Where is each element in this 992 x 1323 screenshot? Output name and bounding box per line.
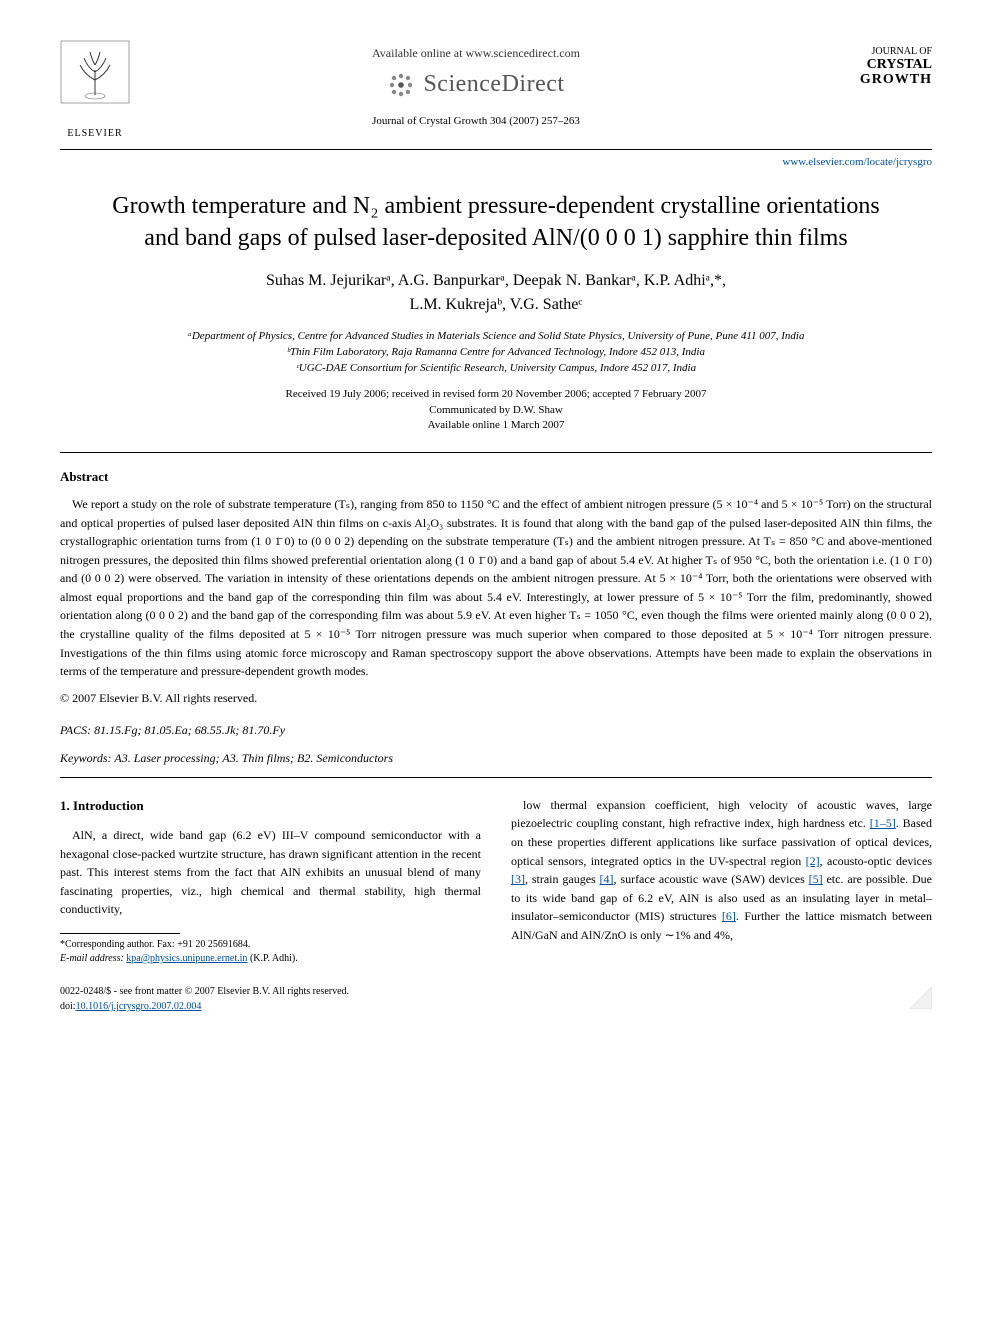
intro-col2-text: low thermal expansion coefficient, high … xyxy=(511,796,932,945)
brand-line-2: CRYSTAL xyxy=(822,57,932,72)
header-rule xyxy=(60,149,932,150)
body-columns: 1. Introduction AlN, a direct, wide band… xyxy=(60,796,932,966)
ref-5[interactable]: [5] xyxy=(809,872,823,886)
column-left: 1. Introduction AlN, a direct, wide band… xyxy=(60,796,481,966)
authors: Suhas M. Jejurikarᵃ, A.G. Banpurkarᵃ, De… xyxy=(60,269,932,317)
affiliations: ᵃDepartment of Physics, Centre for Advan… xyxy=(60,329,932,377)
keywords-line: Keywords: A3. Laser processing; A3. Thin… xyxy=(60,749,932,767)
date-available: Available online 1 March 2007 xyxy=(60,418,932,434)
article-dates: Received 19 July 2006; received in revis… xyxy=(60,387,932,435)
email-label: E-mail address: xyxy=(60,953,124,964)
pacs-line: PACS: 81.15.Fg; 81.05.Ea; 68.55.Jk; 81.7… xyxy=(60,721,932,739)
doi-label: doi: xyxy=(60,1001,76,1012)
brand-line-1: JOURNAL OF xyxy=(822,46,932,57)
keywords-value: A3. Laser processing; A3. Thin films; B2… xyxy=(114,751,393,765)
ref-1-5[interactable]: [1–5] xyxy=(870,816,896,830)
intro-col1-text: AlN, a direct, wide band gap (6.2 eV) II… xyxy=(60,826,481,919)
keywords-label: Keywords: xyxy=(60,751,112,765)
issn-line: 0022-0248/$ - see front matter © 2007 El… xyxy=(60,984,349,999)
sciencedirect-logo: ScienceDirect xyxy=(130,66,822,105)
elsevier-label: ELSEVIER xyxy=(60,126,130,141)
issn-copyright-block: 0022-0248/$ - see front matter © 2007 El… xyxy=(60,984,349,1014)
affil-c: ᶜUGC-DAE Consortium for Scientific Resea… xyxy=(60,361,932,377)
email-who: (K.P. Adhi). xyxy=(250,953,298,964)
footnote-separator xyxy=(60,933,180,934)
header-bar: ELSEVIER Available online at www.science… xyxy=(60,40,932,141)
abstract-bottom-rule xyxy=(60,777,932,778)
abstract-text: We report a study on the role of substra… xyxy=(60,495,932,681)
ref-2[interactable]: [2] xyxy=(806,854,820,868)
email-link[interactable]: kpa@physics.unipune.ernet.in xyxy=(126,953,247,964)
email-line: E-mail address: kpa@physics.unipune.erne… xyxy=(60,952,481,966)
sciencedirect-text: ScienceDirect xyxy=(423,71,564,97)
abstract-heading: Abstract xyxy=(60,467,932,487)
date-received: Received 19 July 2006; received in revis… xyxy=(60,387,932,403)
elsevier-tree-icon xyxy=(60,40,130,120)
ref-3[interactable]: [3] xyxy=(511,872,525,886)
corresponding-author: *Corresponding author. Fax: +91 20 25691… xyxy=(60,938,481,952)
journal-brand: JOURNAL OF CRYSTAL GROWTH xyxy=(822,40,932,88)
affil-b: ᵇThin Film Laboratory, Raja Ramanna Cent… xyxy=(60,345,932,361)
page-turn-icon xyxy=(910,987,932,1014)
abstract-top-rule xyxy=(60,452,932,453)
date-communicated: Communicated by D.W. Shaw xyxy=(60,403,932,419)
brand-line-3: GROWTH xyxy=(822,72,932,87)
journal-reference: Journal of Crystal Growth 304 (2007) 257… xyxy=(130,113,822,130)
elsevier-logo-block: ELSEVIER xyxy=(60,40,130,141)
pacs-value: 81.15.Fg; 81.05.Ea; 68.55.Jk; 81.70.Fy xyxy=(94,723,285,737)
column-right: low thermal expansion coefficient, high … xyxy=(511,796,932,966)
doi-link[interactable]: 10.1016/j.jcrysgro.2007.02.004 xyxy=(76,1001,202,1012)
sciencedirect-block: Available online at www.sciencedirect.co… xyxy=(130,40,822,133)
intro-heading: 1. Introduction xyxy=(60,796,481,816)
authors-line-2: L.M. Kukrejaᵇ, V.G. Satheᶜ xyxy=(410,296,583,313)
authors-line-1: Suhas M. Jejurikarᵃ, A.G. Banpurkarᵃ, De… xyxy=(266,272,726,289)
affil-a: ᵃDepartment of Physics, Centre for Advan… xyxy=(60,329,932,345)
sciencedirect-mark-icon xyxy=(387,71,415,105)
pacs-label: PACS: xyxy=(60,723,91,737)
article-title: Growth temperature and N₂ ambient pressu… xyxy=(100,190,892,255)
abstract-copyright: © 2007 Elsevier B.V. All rights reserved… xyxy=(60,689,932,707)
doi-line: doi:10.1016/j.jcrysgro.2007.02.004 xyxy=(60,999,349,1014)
bottom-bar: 0022-0248/$ - see front matter © 2007 El… xyxy=(60,984,932,1014)
ref-4[interactable]: [4] xyxy=(600,872,614,886)
abstract-body: We report a study on the role of substra… xyxy=(60,495,932,681)
journal-locate-link[interactable]: www.elsevier.com/locate/jcrysgro xyxy=(60,154,932,171)
footnote-block: *Corresponding author. Fax: +91 20 25691… xyxy=(60,938,481,966)
available-online-text: Available online at www.sciencedirect.co… xyxy=(130,44,822,62)
ref-6[interactable]: [6] xyxy=(722,909,736,923)
